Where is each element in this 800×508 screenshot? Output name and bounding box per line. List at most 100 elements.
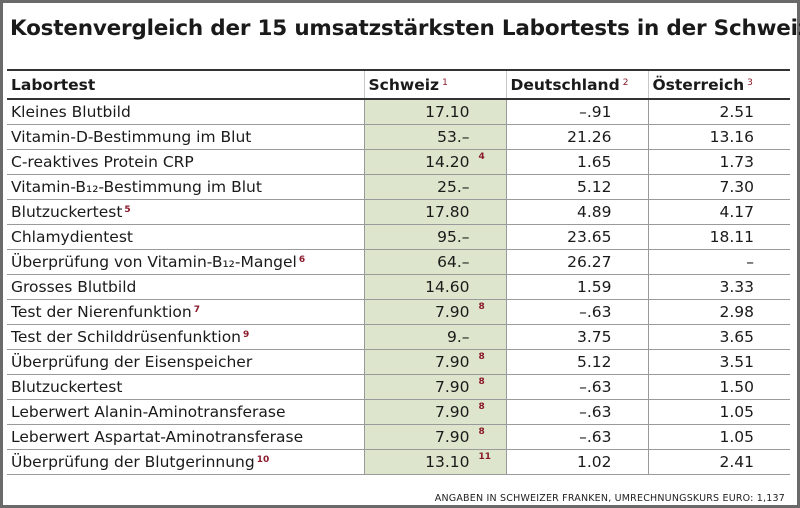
labortest-cell: Blutzuckertest 5 (7, 199, 364, 225)
labortest-cell: Leberwert Alanin-Aminotransferase (7, 399, 364, 425)
footnote-marker: 8 (478, 302, 485, 312)
labortest-name: Überprüfung der Eisenspeicher (11, 353, 253, 371)
table-row: C-reaktives Protein CRP 14.20 4 1.65 1.73 (7, 149, 790, 175)
table-row: Test der Schilddrüsenfunktion 9 9.– 3.75 3.6… (7, 324, 790, 350)
oesterreich-value: 7.30 (719, 178, 754, 196)
schweiz-value: 13.10 (425, 453, 470, 471)
oesterreich-value-cell: 7.30 (647, 174, 790, 200)
oesterreich-value: 4.17 (719, 203, 754, 221)
schweiz-value: 53.– (437, 128, 470, 146)
deutschland-value: 1.65 (576, 153, 612, 171)
deutschland-value: 4.89 (576, 203, 612, 221)
schweiz-value: 17.80 (425, 203, 470, 221)
schweiz-value: 7.90 (434, 378, 470, 396)
deutschland-value-cell: 3.75 (505, 324, 648, 350)
oesterreich-value-cell: 1.73 (647, 149, 790, 175)
labortest-cell: Blutzuckertest (7, 374, 364, 400)
oesterreich-value-cell: – (647, 249, 790, 275)
footnote-marker: 4 (478, 152, 485, 162)
labortest-name: Blutzuckertest (11, 378, 123, 396)
oesterreich-value-cell: 13.16 (647, 124, 790, 150)
footnote-marker: 11 (478, 452, 492, 462)
table-row: Blutzuckertest 7.90 8 –.63 1.50 (7, 374, 790, 400)
labortest-name: Leberwert Alanin-Aminotransferase (11, 403, 286, 421)
schweiz-value-cell: 7.90 8 (363, 374, 506, 400)
footnote-marker: 8 (478, 427, 485, 437)
schweiz-value-cell: 95.– (363, 224, 506, 250)
table-row: Vitamin-D-Bestimmung im Blut 53.– 21.26 13.… (7, 124, 790, 150)
oesterreich-value-cell: 2.51 (647, 99, 790, 125)
deutschland-value-cell: 21.26 (505, 124, 648, 150)
oesterreich-value: 1.05 (719, 428, 754, 446)
schweiz-value-cell: 13.10 11 (363, 449, 506, 475)
schweiz-value: 14.20 (425, 153, 470, 171)
labortest-cell: Überprüfung der Eisenspeicher (7, 349, 364, 375)
labortest-name: Vitamin-B₁₂-Bestimmung im Blut (11, 178, 262, 196)
deutschland-value: –.63 (579, 428, 612, 446)
deutschland-value-cell: 26.27 (505, 249, 648, 275)
oesterreich-value-cell: 2.98 (647, 299, 790, 325)
oesterreich-value-cell: 1.05 (647, 424, 790, 450)
oesterreich-value-cell: 2.41 (647, 449, 790, 475)
deutschland-value-cell: 23.65 (505, 224, 648, 250)
schweiz-value: 7.90 (434, 403, 470, 421)
table-row: Vitamin-B₁₂-Bestimmung im Blut 25.– 5.12 7.… (7, 174, 790, 200)
table-row: Leberwert Aspartat-Aminotransferase 7.90 8… (7, 424, 790, 450)
schweiz-value-cell: 7.90 8 (363, 424, 506, 450)
deutschland-value-cell: 1.02 (505, 449, 648, 475)
oesterreich-value: 18.11 (709, 228, 754, 246)
oesterreich-value-cell: 4.17 (647, 199, 790, 225)
table-row: Kleines Blutbild 17.10 –.91 2.51 (7, 99, 790, 125)
deutschland-value-cell: 1.65 (505, 149, 648, 175)
oesterreich-value: 3.33 (719, 278, 754, 296)
schweiz-value-cell: 14.20 4 (363, 149, 506, 175)
oesterreich-value: 3.65 (719, 328, 754, 346)
table-row: Überprüfung der Blutgerinnung 10 13.10 11 1.… (7, 449, 790, 475)
labortest-cell: Überprüfung von Vitamin-B₁₂-Mangel 6 (7, 249, 364, 275)
footnote-marker: 8 (478, 352, 485, 362)
labortest-cell: C-reaktives Protein CRP (7, 149, 364, 175)
deutschland-value: –.91 (579, 103, 612, 121)
schweiz-value: 9.– (446, 328, 470, 346)
deutschland-value: 21.26 (567, 128, 612, 146)
cost-comparison-table: Labortest Schweiz 1 Deutschland 2 Österrei… (7, 69, 790, 475)
schweiz-value: 95.– (437, 228, 470, 246)
oesterreich-value: 2.41 (719, 453, 754, 471)
oesterreich-value: 1.73 (719, 153, 754, 171)
table-row: Überprüfung von Vitamin-B₁₂-Mangel 6 64.– 2… (7, 249, 790, 275)
footnote-marker: 6 (298, 255, 306, 265)
labortest-name: Test der Schilddrüsenfunktion (11, 328, 242, 346)
schweiz-value-cell: 14.60 (363, 274, 506, 300)
deutschland-value-cell: –.91 (505, 99, 648, 125)
column-header-schweiz: Schweiz 1 (363, 69, 506, 100)
schweiz-value-cell: 64.– (363, 249, 506, 275)
deutschland-value: 1.59 (576, 278, 612, 296)
table-row: Überprüfung der Eisenspeicher 7.90 8 5.12 3.… (7, 349, 790, 375)
labortest-cell: Leberwert Aspartat-Aminotransferase (7, 424, 364, 450)
schweiz-value: 64.– (437, 253, 470, 271)
footnote-marker: 9 (243, 330, 250, 340)
footer-note: ANGABEN IN SCHWEIZER FRANKEN, UMRECHNUNG… (434, 493, 785, 504)
oesterreich-value: 3.51 (719, 353, 754, 371)
labortest-name: Überprüfung von Vitamin-B₁₂-Mangel (11, 253, 297, 271)
labortest-cell: Kleines Blutbild (7, 99, 364, 125)
table-row: Chlamydientest 95.– 23.65 18.11 (7, 224, 790, 250)
oesterreich-value-cell: 1.50 (647, 374, 790, 400)
labortest-name: Überprüfung der Blutgerinnung (11, 453, 255, 471)
oesterreich-value: 1.05 (719, 403, 754, 421)
table-row: Test der Nierenfunktion 7 7.90 8 –.63 2.98 (7, 299, 790, 325)
oesterreich-value: 1.50 (719, 378, 754, 396)
oesterreich-value-cell: 3.33 (647, 274, 790, 300)
schweiz-value-cell: 17.80 (363, 199, 506, 225)
deutschland-value: 5.12 (576, 353, 612, 371)
schweiz-value-cell: 7.90 8 (363, 349, 506, 375)
column-header-deutschland: Deutschland 2 (505, 69, 648, 100)
deutschland-value-cell: –.63 (505, 424, 648, 450)
deutschland-value-cell: 4.89 (505, 199, 648, 225)
deutschland-value-cell: 5.12 (505, 174, 648, 200)
schweiz-value-cell: 9.– (363, 324, 506, 350)
column-header-labortest: Labortest (7, 69, 364, 100)
schweiz-value: 14.60 (425, 278, 470, 296)
oesterreich-value: 2.98 (719, 303, 754, 321)
deutschland-value-cell: –.63 (505, 399, 648, 425)
